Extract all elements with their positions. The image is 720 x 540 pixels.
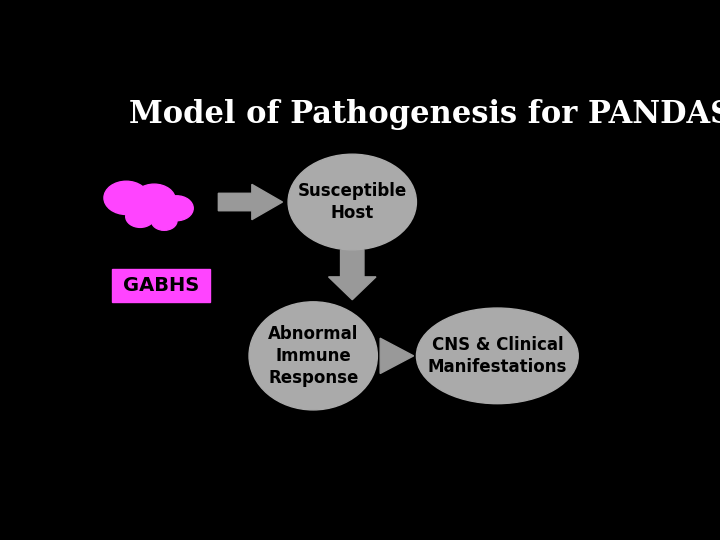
Text: CNS & Clinical
Manifestations: CNS & Clinical Manifestations [428,336,567,376]
Ellipse shape [288,154,416,250]
Ellipse shape [416,308,578,404]
Text: Susceptible
Host: Susceptible Host [297,182,407,222]
FancyArrow shape [380,338,413,374]
Circle shape [160,196,193,221]
Circle shape [126,206,155,227]
Text: GABHS: GABHS [123,276,199,295]
FancyArrow shape [218,184,282,220]
Circle shape [104,181,148,214]
Ellipse shape [249,302,377,410]
Text: Model of Pathogenesis for PANDAS: Model of Pathogenesis for PANDAS [129,99,720,130]
Circle shape [151,211,177,230]
FancyBboxPatch shape [112,268,210,302]
Text: Abnormal
Immune
Response: Abnormal Immune Response [268,325,359,387]
FancyArrow shape [328,250,376,300]
Circle shape [133,184,176,216]
